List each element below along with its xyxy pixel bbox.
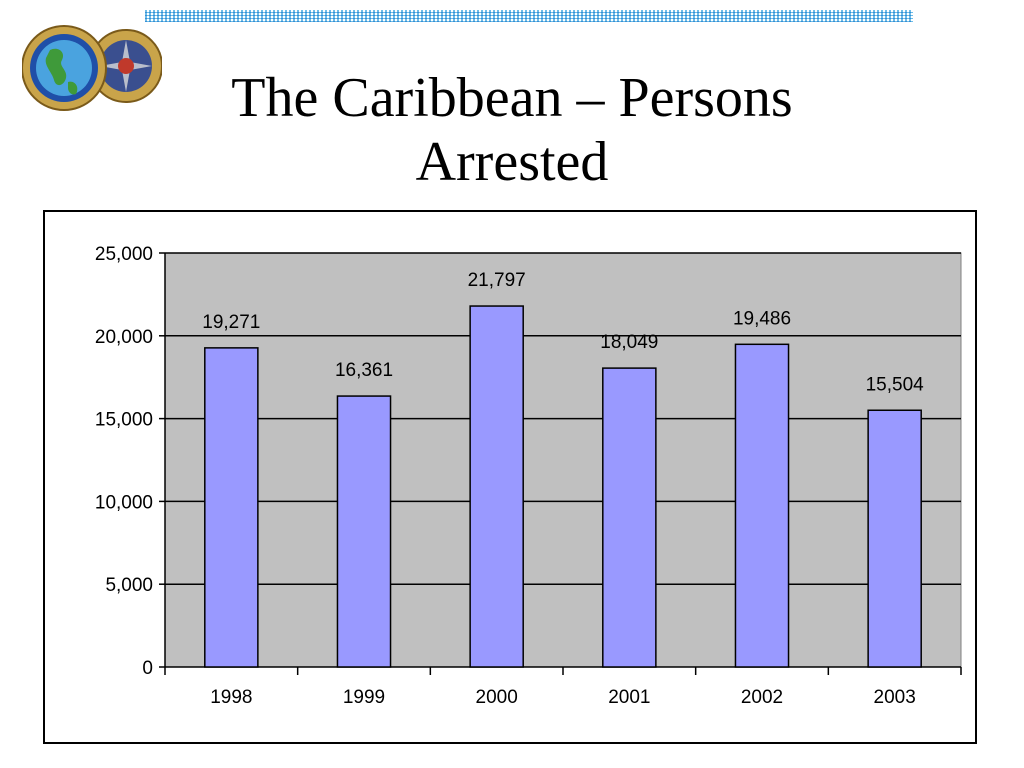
- x-tick-label-2001: 2001: [608, 687, 650, 708]
- oas-seal-icon: [89, 29, 162, 103]
- y-tick-label: 0: [142, 658, 153, 679]
- x-tick-label-2002: 2002: [741, 687, 783, 708]
- cicad-globe-icon: [22, 25, 107, 111]
- y-tick-label: 20,000: [95, 327, 153, 348]
- title-line-2: Arrested: [415, 131, 609, 193]
- data-label-2002: 19,486: [733, 308, 791, 329]
- x-tick-label-1999: 1999: [343, 687, 385, 708]
- bar-chart: 0 5,000 10,000 15,000 20,000 25,000 19,271 1998…: [95, 244, 962, 708]
- y-tick-label: 10,000: [95, 492, 153, 513]
- bar-1998: [204, 347, 259, 668]
- bar-2001: [602, 367, 657, 668]
- bar-2003: [867, 409, 922, 668]
- data-label-1999: 16,361: [335, 360, 393, 381]
- chart-frame: 0 5,000 10,000 15,000 20,000 25,000 19,271 1998…: [43, 210, 977, 744]
- y-tick-label: 25,000: [95, 244, 153, 265]
- page-title: The Caribbean – Persons Arrested: [0, 66, 1024, 194]
- x-tick-label-2003: 2003: [874, 687, 916, 708]
- bar-2002: [734, 343, 790, 668]
- bar-2000: [469, 305, 524, 668]
- title-line-1: The Caribbean – Persons: [231, 67, 793, 129]
- data-label-1998: 19,271: [202, 312, 260, 333]
- data-label-2000: 21,797: [468, 270, 526, 291]
- data-label-2001: 18,049: [600, 332, 658, 353]
- data-label-2003: 15,504: [866, 374, 925, 395]
- decorative-header-band: [145, 10, 913, 22]
- organization-logos: [22, 25, 162, 111]
- x-tick-label-2000: 2000: [476, 687, 518, 708]
- plot-area: [164, 252, 962, 668]
- bar-1999: [336, 395, 392, 668]
- y-tick-label: 15,000: [95, 410, 153, 431]
- y-tick-label: 5,000: [105, 575, 153, 596]
- x-tick-label-1998: 1998: [210, 687, 252, 708]
